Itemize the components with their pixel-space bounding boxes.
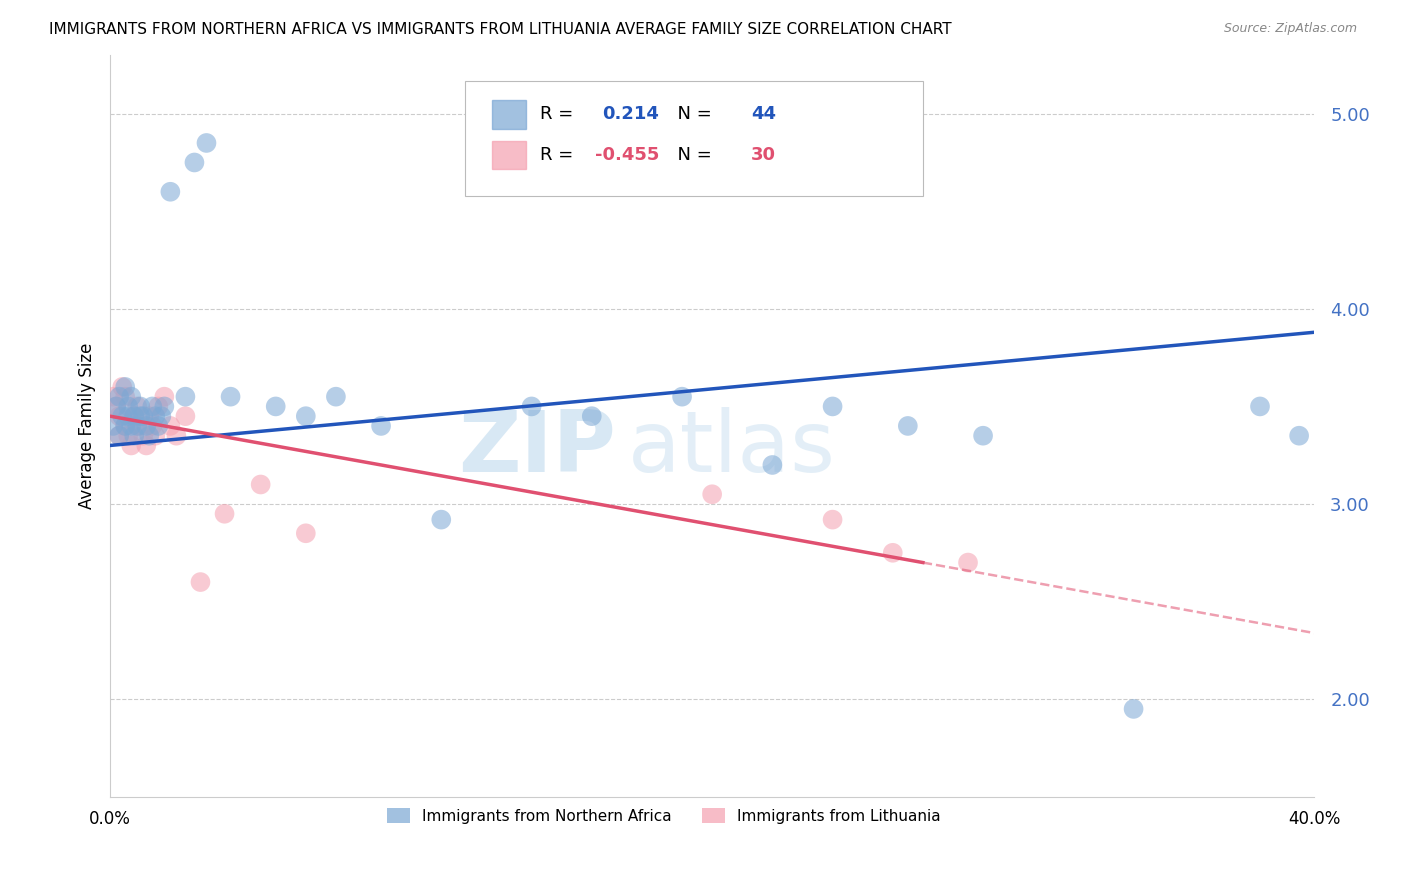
Point	[114, 419, 136, 434]
Point	[325, 390, 347, 404]
Point	[150, 409, 173, 424]
Point	[143, 409, 166, 424]
Point	[581, 409, 603, 424]
Text: N =: N =	[666, 146, 718, 164]
Point	[105, 400, 128, 414]
Point	[141, 419, 163, 434]
Point	[882, 546, 904, 560]
Text: N =: N =	[666, 105, 718, 123]
Point	[120, 419, 142, 434]
Point	[101, 390, 124, 404]
Point	[101, 419, 124, 434]
Point	[111, 380, 134, 394]
Point	[129, 409, 152, 424]
Point	[148, 400, 170, 414]
Point	[370, 419, 392, 434]
Point	[114, 419, 136, 434]
Text: 0.214: 0.214	[603, 105, 659, 123]
Text: R =: R =	[540, 146, 579, 164]
Point	[148, 419, 170, 434]
Point	[1122, 702, 1144, 716]
FancyBboxPatch shape	[492, 101, 526, 128]
Text: Source: ZipAtlas.com: Source: ZipAtlas.com	[1223, 22, 1357, 36]
Point	[129, 419, 152, 434]
Point	[195, 136, 218, 150]
Point	[138, 409, 160, 424]
Point	[153, 400, 176, 414]
Point	[120, 438, 142, 452]
Point	[761, 458, 783, 472]
Text: 44: 44	[751, 105, 776, 123]
Point	[105, 400, 128, 414]
Text: -0.455: -0.455	[595, 146, 659, 164]
Point	[108, 409, 131, 424]
Point	[956, 556, 979, 570]
Point	[702, 487, 724, 501]
FancyBboxPatch shape	[465, 81, 922, 196]
Point	[108, 428, 131, 442]
Point	[1288, 428, 1310, 442]
Point	[120, 390, 142, 404]
Point	[129, 400, 152, 414]
Point	[141, 400, 163, 414]
Point	[114, 380, 136, 394]
Point	[138, 428, 160, 442]
Text: IMMIGRANTS FROM NORTHERN AFRICA VS IMMIGRANTS FROM LITHUANIA AVERAGE FAMILY SIZE: IMMIGRANTS FROM NORTHERN AFRICA VS IMMIG…	[49, 22, 952, 37]
Point	[159, 185, 181, 199]
Point	[165, 428, 187, 442]
Point	[132, 428, 155, 442]
Point	[135, 419, 157, 434]
Point	[190, 575, 212, 590]
Y-axis label: Average Family Size: Average Family Size	[79, 343, 96, 509]
Point	[183, 155, 205, 169]
Point	[143, 428, 166, 442]
Point	[135, 438, 157, 452]
Text: atlas: atlas	[628, 407, 837, 490]
Point	[295, 409, 318, 424]
Point	[122, 409, 145, 424]
Legend: Immigrants from Northern Africa, Immigrants from Lithuania: Immigrants from Northern Africa, Immigra…	[381, 802, 948, 830]
Point	[821, 513, 844, 527]
Point	[821, 400, 844, 414]
Text: ZIP: ZIP	[458, 407, 616, 490]
Point	[174, 390, 197, 404]
Point	[122, 428, 145, 442]
Point	[114, 390, 136, 404]
Point	[108, 428, 131, 442]
Point	[117, 400, 139, 414]
Point	[430, 513, 453, 527]
Point	[249, 477, 271, 491]
Point	[153, 390, 176, 404]
Point	[214, 507, 236, 521]
Point	[520, 400, 543, 414]
Text: R =: R =	[540, 105, 585, 123]
Text: 30: 30	[751, 146, 776, 164]
FancyBboxPatch shape	[492, 141, 526, 169]
Point	[159, 419, 181, 434]
Point	[127, 400, 149, 414]
Point	[174, 409, 197, 424]
Point	[1249, 400, 1271, 414]
Point	[219, 390, 242, 404]
Point	[897, 419, 920, 434]
Point	[111, 409, 134, 424]
Point	[295, 526, 318, 541]
Point	[117, 409, 139, 424]
Point	[671, 390, 693, 404]
Point	[972, 428, 994, 442]
Point	[122, 409, 145, 424]
Point	[127, 419, 149, 434]
Point	[132, 409, 155, 424]
Point	[264, 400, 287, 414]
Point	[117, 428, 139, 442]
Point	[108, 390, 131, 404]
